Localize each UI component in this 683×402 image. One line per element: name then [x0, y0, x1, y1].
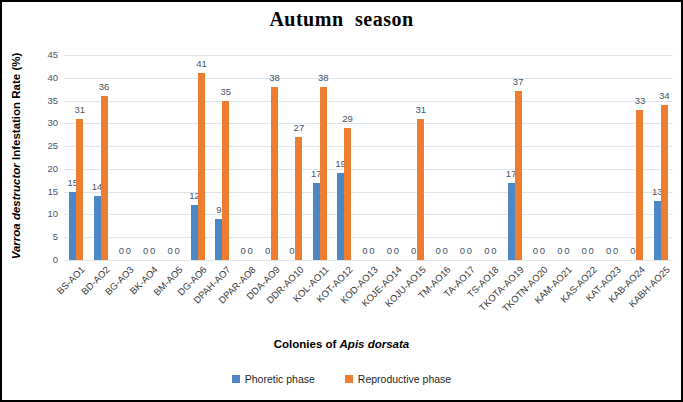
legend-item-reproductive: Reproductive phase [345, 373, 451, 385]
data-label: 31 [74, 104, 85, 115]
data-label: 0 [564, 245, 569, 256]
data-label: 0 [411, 245, 416, 256]
data-label: 0 [460, 245, 465, 256]
data-label: 0 [606, 245, 611, 256]
data-label: 0 [126, 245, 131, 256]
data-label: 33 [635, 95, 646, 106]
legend-item-phoretic: Phoretic phase [232, 373, 315, 385]
x-axis-title: Colonies of Apis dorsata [2, 338, 681, 350]
legend-swatch [232, 375, 240, 383]
data-label: 0 [265, 245, 270, 256]
bar-reproductive [271, 87, 278, 260]
y-axis-tick-label: 40 [30, 72, 58, 84]
gridline [64, 260, 673, 261]
data-label: 0 [289, 245, 294, 256]
gridline [64, 146, 673, 147]
y-axis-tick-label: 35 [30, 95, 58, 107]
y-axis-tick-label: 0 [30, 254, 58, 266]
data-label: 0 [362, 245, 367, 256]
bar-reproductive [417, 119, 424, 260]
data-label: 0 [369, 245, 374, 256]
y-axis-tick-label: 15 [30, 186, 58, 198]
data-label: 0 [467, 245, 472, 256]
data-label: 0 [394, 245, 399, 256]
bar-phoretic [508, 183, 515, 260]
gridline [64, 214, 673, 215]
data-label: 0 [442, 245, 447, 256]
legend-swatch [345, 375, 353, 383]
bar-phoretic [215, 219, 222, 260]
bar-reproductive [295, 137, 302, 260]
data-label: 41 [196, 58, 207, 69]
gridline [64, 169, 673, 170]
data-label: 0 [533, 245, 538, 256]
data-label: 0 [150, 245, 155, 256]
data-label: 9 [216, 204, 221, 215]
gridline [64, 78, 673, 79]
legend-label: Reproductive phase [358, 373, 451, 385]
data-label: 34 [659, 90, 670, 101]
x-axis-title-prefix: Colonies of [274, 338, 340, 350]
y-axis-tick-label: 45 [30, 49, 58, 61]
y-axis-tick-label: 10 [30, 208, 58, 220]
data-label: 0 [484, 245, 489, 256]
data-label: 37 [513, 76, 524, 87]
bar-reproductive [661, 105, 668, 260]
bar-reproductive [101, 96, 108, 260]
bar-reproductive [515, 91, 522, 260]
data-label: 0 [435, 245, 440, 256]
chart-frame: Autumn season Varroa destructor Infestat… [0, 0, 683, 402]
bar-reproductive [320, 87, 327, 260]
data-label: 0 [174, 245, 179, 256]
data-label: 0 [540, 245, 545, 256]
gridline [64, 123, 673, 124]
data-label: 0 [167, 245, 172, 256]
legend-label: Phoretic phase [245, 373, 315, 385]
bar-phoretic [191, 205, 198, 260]
data-label: 0 [491, 245, 496, 256]
data-label: 35 [221, 86, 232, 97]
data-label: 38 [269, 72, 280, 83]
data-label: 31 [415, 104, 426, 115]
data-label: 0 [589, 245, 594, 256]
bar-reproductive [222, 101, 229, 260]
legend: Phoretic phase Reproductive phase [2, 373, 681, 385]
bar-phoretic [94, 196, 101, 260]
y-axis-tick-label: 30 [30, 117, 58, 129]
bar-reproductive [76, 119, 83, 260]
data-label: 0 [387, 245, 392, 256]
gridline [64, 237, 673, 238]
data-label: 0 [143, 245, 148, 256]
gridline [64, 192, 673, 193]
data-label: 0 [248, 245, 253, 256]
data-label: 0 [582, 245, 587, 256]
bar-phoretic [654, 201, 661, 260]
data-label: 38 [318, 72, 329, 83]
x-axis-title-species: Apis dorsata [340, 338, 410, 350]
y-axis-tick-label: 20 [30, 163, 58, 175]
bar-phoretic [313, 183, 320, 260]
bar-phoretic [337, 173, 344, 260]
data-label: 0 [241, 245, 246, 256]
data-label: 36 [99, 81, 110, 92]
bar-phoretic [69, 192, 76, 260]
data-label: 0 [630, 245, 635, 256]
data-label: 0 [613, 245, 618, 256]
y-axis-tick-label: 25 [30, 140, 58, 152]
data-label: 0 [119, 245, 124, 256]
bar-reproductive [636, 110, 643, 260]
data-label: 29 [342, 113, 353, 124]
gridline [64, 101, 673, 102]
bar-reproductive [344, 128, 351, 260]
bar-reproductive [198, 73, 205, 260]
gridline [64, 55, 673, 56]
data-label: 27 [294, 122, 305, 133]
y-axis-tick-label: 5 [30, 231, 58, 243]
data-label: 0 [557, 245, 562, 256]
